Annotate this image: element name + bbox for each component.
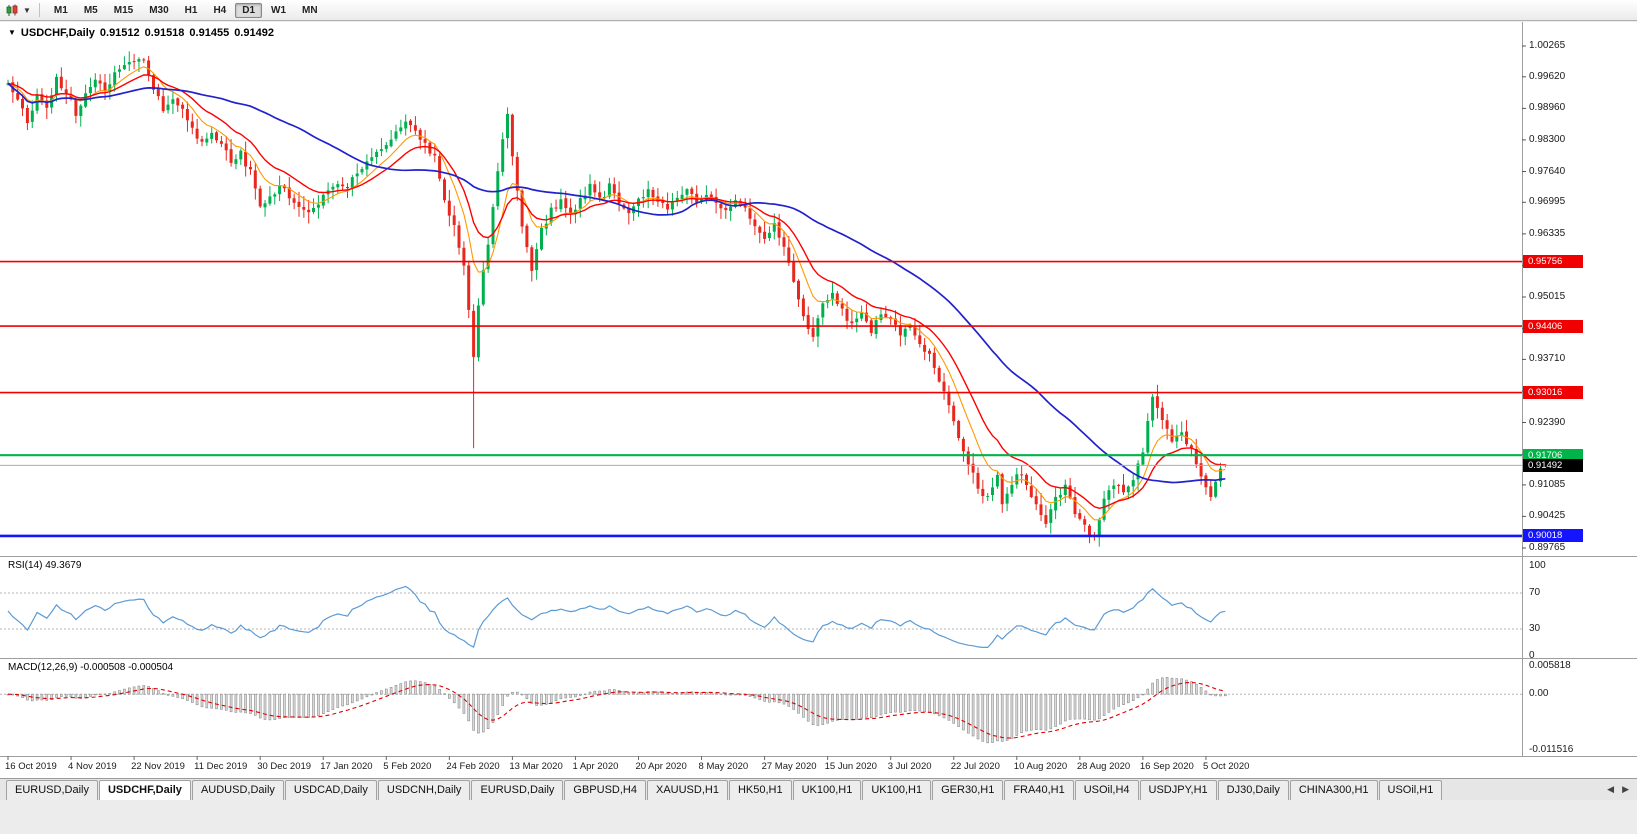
- status-strip: [0, 800, 1637, 834]
- tab-uk100-h1[interactable]: UK100,H1: [792, 780, 862, 800]
- tab-usdcnh-daily[interactable]: USDCNH,Daily: [377, 780, 471, 800]
- timeframe-button-h1[interactable]: H1: [184, 4, 198, 16]
- chart-type-dropdown-icon[interactable]: ▼: [23, 5, 31, 15]
- tab-usoil-h4[interactable]: USOil,H4: [1074, 780, 1139, 800]
- tab-audusd-daily[interactable]: AUDUSD,Daily: [191, 780, 284, 800]
- tab-xauusd-h1[interactable]: XAUUSD,H1: [646, 780, 728, 800]
- tab-fra40-h1[interactable]: FRA40,H1: [1004, 780, 1074, 800]
- tab-usdchf-daily[interactable]: USDCHF,Daily: [98, 780, 191, 800]
- toolbar-separator: [38, 3, 40, 17]
- tab-usdjpy-h1[interactable]: USDJPY,H1: [1139, 780, 1217, 800]
- tab-scroll-left-icon[interactable]: ◀: [1607, 784, 1615, 794]
- timeframe-button-m1[interactable]: M1: [53, 4, 68, 16]
- timeframe-button-m5[interactable]: M5: [83, 4, 98, 16]
- ma-fast-line: [7, 66, 1226, 521]
- chart-close: 0.91492: [234, 27, 274, 39]
- tab-eurusd-daily[interactable]: EURUSD,Daily: [6, 780, 98, 800]
- tab-uk100-h1[interactable]: UK100,H1: [862, 780, 932, 800]
- tab-china300-h1[interactable]: CHINA300,H1: [1289, 780, 1378, 800]
- tab-dj30-daily[interactable]: DJ30,Daily: [1217, 780, 1289, 800]
- tab-hk50-h1[interactable]: HK50,H1: [728, 780, 792, 800]
- tab-gbpusd-h4[interactable]: GBPUSD,H4: [564, 780, 646, 800]
- tab-scroll-buttons: ◀ ▶: [1603, 779, 1633, 800]
- chart-open: 0.91512: [99, 27, 140, 39]
- collapse-indicator-icon[interactable]: ▼: [8, 28, 16, 37]
- timeframe-buttons: M1 M5 M15 M30 H1 H4 D1 W1 MN: [46, 2, 326, 18]
- tab-ger30-h1[interactable]: GER30,H1: [932, 780, 1004, 800]
- chart-tabbar: EURUSD,Daily USDCHF,Daily AUDUSD,Daily USDC…: [0, 778, 1637, 800]
- timeframe-button-d1[interactable]: D1: [235, 2, 263, 18]
- ma-mid-line: [7, 74, 1226, 510]
- timeframe-button-h4[interactable]: H4: [213, 4, 227, 16]
- rsi-label: RSI(14) 49.3679: [8, 560, 82, 571]
- ma-slow-line: [7, 82, 1226, 484]
- tab-usoil-h1[interactable]: USOil,H1: [1378, 780, 1443, 800]
- candles-layer: [6, 51, 1227, 547]
- macd-label: MACD(12,26,9) -0.000508 -0.000504: [8, 662, 174, 673]
- chart-low: 0.91455: [189, 27, 230, 39]
- chart-symbol: USDCHF,Daily: [20, 27, 95, 39]
- chart-title: ▼ USDCHF,Daily 0.91512 0.91518 0.91455 0.9149…: [8, 27, 279, 39]
- timeframe-button-m30[interactable]: M30: [149, 4, 169, 16]
- timeframe-button-mn[interactable]: MN: [302, 4, 318, 16]
- macd-signal-line: [7, 681, 1226, 739]
- rsi-line: [7, 585, 1226, 649]
- macd-histogram: [6, 676, 1227, 744]
- chart-high: 0.91518: [144, 27, 185, 39]
- timeframe-button-m15[interactable]: M15: [113, 4, 134, 16]
- tab-eurusd-daily[interactable]: EURUSD,Daily: [471, 780, 564, 800]
- chart-tabs: EURUSD,Daily USDCHF,Daily AUDUSD,Daily USDC…: [6, 780, 1443, 800]
- chart-type-icon[interactable]: [5, 4, 20, 17]
- top-toolbar: ▼ M1 M5 M15 M30 H1 H4 D1 W1 MN: [0, 0, 1637, 21]
- tab-usdcad-daily[interactable]: USDCAD,Daily: [284, 780, 377, 800]
- tab-scroll-right-icon[interactable]: ▶: [1622, 784, 1629, 794]
- timeframe-button-w1[interactable]: W1: [271, 4, 287, 16]
